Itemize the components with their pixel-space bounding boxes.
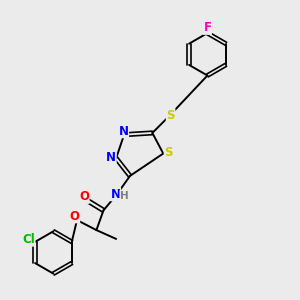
Text: Cl: Cl: [22, 233, 35, 246]
Text: O: O: [79, 190, 89, 203]
Text: S: S: [164, 146, 173, 159]
Text: S: S: [167, 109, 175, 122]
Text: N: N: [110, 188, 121, 201]
Text: H: H: [120, 190, 129, 201]
Text: N: N: [118, 125, 128, 138]
Text: N: N: [106, 151, 116, 164]
Text: O: O: [70, 210, 80, 223]
Text: F: F: [203, 21, 211, 34]
